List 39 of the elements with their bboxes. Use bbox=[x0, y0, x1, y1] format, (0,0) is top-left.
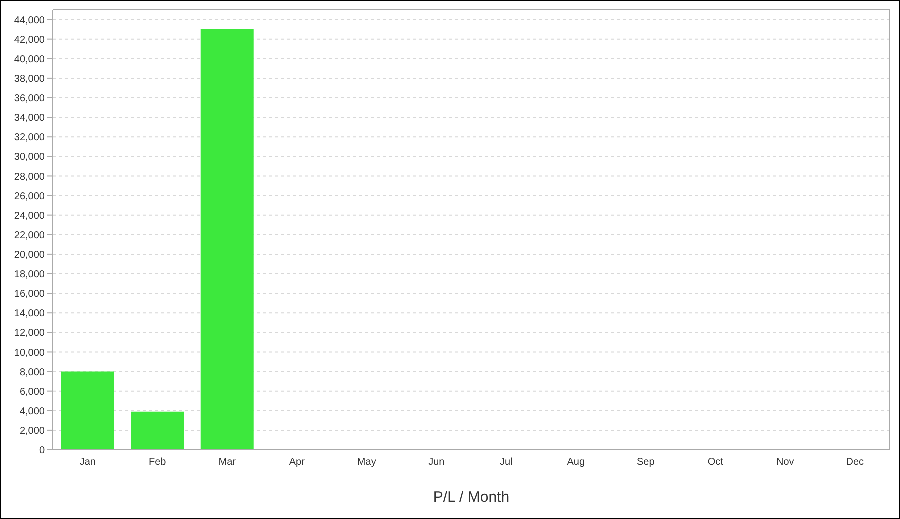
bar bbox=[200, 30, 254, 450]
x-tick-label: Feb bbox=[149, 457, 167, 468]
y-tick-label: 22,000 bbox=[14, 230, 46, 242]
x-tick-label: Mar bbox=[218, 457, 237, 468]
y-tick-label: 12,000 bbox=[14, 328, 46, 340]
x-axis-title: P/L / Month bbox=[433, 489, 510, 506]
y-tick-label: 44,000 bbox=[14, 15, 46, 26]
y-tick-label: 42,000 bbox=[14, 34, 46, 46]
x-tick-label: Jul bbox=[500, 457, 513, 468]
x-tick-label: Jan bbox=[80, 457, 96, 468]
bar bbox=[61, 372, 114, 450]
y-tick-label: 26,000 bbox=[14, 191, 46, 202]
y-tick-label: 16,000 bbox=[14, 289, 46, 300]
y-tick-label: 40,000 bbox=[14, 54, 46, 66]
y-tick-label: 0 bbox=[39, 446, 46, 457]
y-tick-label: 20,000 bbox=[14, 250, 46, 261]
y-tick-label: 4,000 bbox=[20, 406, 46, 418]
y-tick-label: 18,000 bbox=[14, 270, 46, 281]
y-tick-label: 34,000 bbox=[14, 113, 46, 124]
y-tick-label: 28,000 bbox=[14, 172, 46, 183]
y-tick-label: 8,000 bbox=[20, 367, 46, 378]
y-tick-label: 10,000 bbox=[14, 348, 46, 359]
y-tick-label: 36,000 bbox=[14, 94, 46, 105]
y-tick-label: 14,000 bbox=[14, 308, 46, 320]
x-tick-label: Dec bbox=[846, 457, 864, 468]
bar bbox=[131, 412, 184, 450]
x-tick-label: Nov bbox=[776, 457, 794, 468]
x-tick-label: Jun bbox=[428, 457, 445, 468]
x-tick-label: Oct bbox=[708, 457, 724, 468]
y-tick-label: 2,000 bbox=[20, 426, 46, 437]
x-tick-label: Apr bbox=[289, 457, 306, 468]
y-tick-label: 30,000 bbox=[14, 152, 46, 164]
y-tick-label: 24,000 bbox=[14, 210, 46, 222]
y-tick-label: 32,000 bbox=[14, 132, 46, 144]
y-tick-label: 6,000 bbox=[20, 386, 46, 398]
y-tick-label: 38,000 bbox=[14, 74, 46, 85]
x-tick-label: Aug bbox=[567, 457, 586, 468]
x-tick-label: May bbox=[357, 457, 376, 468]
x-tick-label: Sep bbox=[636, 457, 656, 468]
